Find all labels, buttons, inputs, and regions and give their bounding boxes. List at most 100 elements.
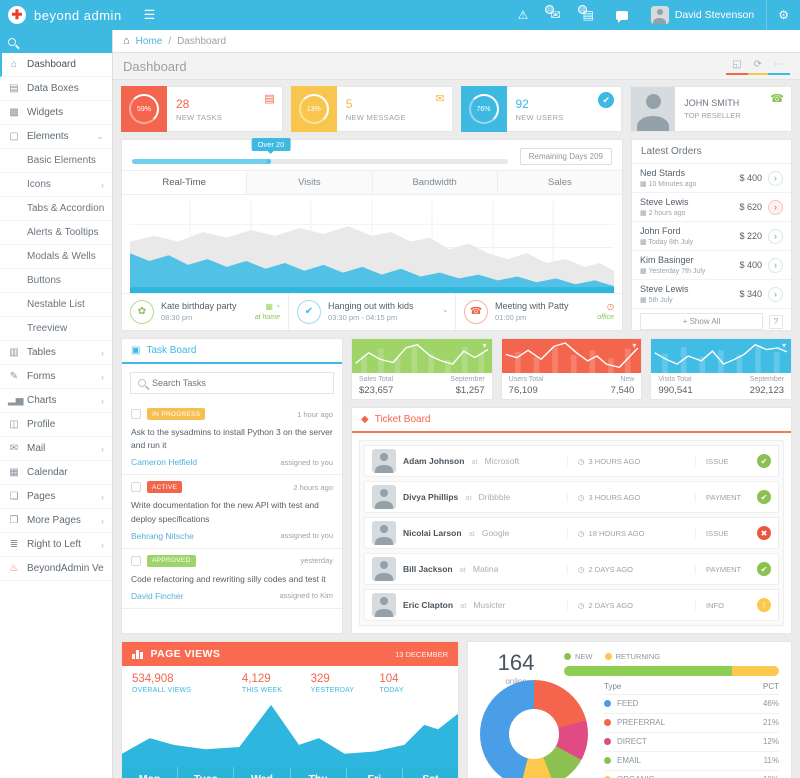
day-thu[interactable]: Thu [289,767,346,778]
ticket-avatar [372,557,396,581]
sidebar-item-right-to-left[interactable]: ≣ Right to Left › [0,533,112,557]
sidebar-item-buttons[interactable]: Buttons [0,269,112,293]
task-checkbox[interactable] [131,482,141,493]
event-kids[interactable]: ✔ Hanging out with kids 03:30 pm - 04:15 … [288,293,455,330]
order-row[interactable]: John Ford ▦ Today 8th July $ 220 › [632,222,791,251]
right-column: ▾ Sales Total $23,657 September $1,257 [351,338,793,634]
alerts-icon[interactable]: ⚠ [517,8,529,22]
breadcrumb-current: Dashboard [177,35,227,47]
event-birthday[interactable]: ✿ Kate birthday party 08:30 pm ▦ ◔ at home [122,294,288,330]
tasks-icon[interactable]: ▤ [572,0,605,30]
day-wed[interactable]: Wed [233,767,289,778]
help-button[interactable]: ? [769,314,783,329]
sidebar-item-tabs-accordions[interactable]: Tabs & Accordions [0,197,112,221]
sidebar-item-dashboard[interactable]: ⌂ Dashboard [0,53,112,77]
brand-area: ✚ beyond admin ☰ [0,6,155,24]
sidebar-item-pages[interactable]: ❏ Pages › [0,485,112,509]
check-icon: ✔ [297,299,321,324]
ticket-row[interactable]: Divya Phillips at Dribbble ◷ 3 HOURS AGO PA… [364,481,779,513]
sidebar-item-alerts-tooltips[interactable]: Alerts & Tooltips [0,221,112,245]
task-assignee-link[interactable]: David Fincher [131,590,184,601]
order-detail-button[interactable]: › [768,257,783,273]
card-menu-icon[interactable]: ▾ [782,341,787,350]
sidebar-item-more-pages[interactable]: ❐ More Pages › [0,509,112,533]
stat-card-top-reseller[interactable]: JOHN SMITH TOP RESELLER ☎ [630,86,792,132]
ticket-row[interactable]: Nicolai Larson at Google ◷ 18 HOURS AGO ISS… [364,517,779,549]
day-tues[interactable]: Tues [177,767,233,778]
task-search[interactable] [130,372,334,394]
show-all-button[interactable]: + Show All [640,313,763,330]
breadcrumb-home-link[interactable]: Home [135,35,163,47]
sidebar-item-calendar[interactable]: ▦ Calendar [0,461,112,485]
sidebar-search[interactable] [0,30,112,53]
task-assignee-link[interactable]: Behrang Nitsche [131,530,194,541]
order-detail-button[interactable]: › [768,228,783,244]
event-meeting[interactable]: ☎ Meeting with Patty 01:00 pm ◷ office [455,293,622,330]
chat-bubble-icon [615,10,628,23]
sidebar-item-mail[interactable]: ✉ Mail › [0,437,112,461]
order-detail-button[interactable]: › [768,286,783,302]
sidebar-item-modals-wells[interactable]: Modals & Wells [0,245,112,269]
day-sat[interactable]: Sat [401,767,458,778]
ticket-avatar [372,485,396,509]
sidebar-item-tables[interactable]: ▥ Tables › [0,341,112,365]
tab-sales[interactable]: Sales [496,170,622,194]
sidebar-item-profile[interactable]: ◫ Profile [0,413,112,437]
task-checkbox[interactable] [131,555,141,566]
users-total-card[interactable]: ▾ Users Total 76,109 New 7,540 [500,338,643,400]
order-row[interactable]: Kim Basinger ▦ Yesterday 7th July $ 400 › [632,251,791,280]
sidebar-item-beyondadmin-versions[interactable]: ♨BeyondAdmin Versions [0,557,112,581]
brand-name[interactable]: beyond admin [34,7,122,23]
task-item[interactable]: IN PROGRESS 1 hour ago Ask to the sysadmi… [122,402,342,476]
range-slider[interactable]: Over 20 [132,137,508,164]
user-menu[interactable]: David Stevenson [639,6,766,24]
sidebar-item-treeview[interactable]: Treeview [0,317,112,341]
refresh-icon[interactable]: ⟳ [747,57,768,75]
stat-card-new-tasks[interactable]: 59% 28 NEW TASKS ▤ [121,86,283,132]
order-detail-button[interactable]: › [768,199,783,215]
task-search-input[interactable] [152,378,326,388]
task-item[interactable]: ACTIVE 2 hours ago Write documentation fo… [122,475,342,549]
phone-icon[interactable]: ☎ [770,93,784,105]
stat-card-new-users[interactable]: 76% 92 NEW USERS ✔ [460,86,623,132]
day-fri[interactable]: Fri [345,767,402,778]
ticket-row[interactable]: Adam Johnson at Microsoft ◷ 3 HOURS AGO ISS… [364,445,779,477]
sidebar-item-nestable-list[interactable]: Nestable List [0,293,112,317]
task-checkbox[interactable] [131,409,141,419]
sidebar-search-input[interactable] [22,36,104,47]
expand-icon[interactable]: ◱ [726,57,748,75]
sidebar-item-forms[interactable]: ✎ Forms › [0,365,112,389]
sidebar-item-basic-elements[interactable]: Basic Elements [0,149,112,173]
order-row[interactable]: Steve Lewis ▦ 5th July $ 340 › [632,280,791,309]
card-menu-icon[interactable]: ▾ [482,341,487,350]
order-row[interactable]: Steve Lewis ▦ 2 hours ago $ 620 › [632,193,791,222]
settings-gear-icon[interactable]: ⚙ [766,0,800,30]
messages-icon[interactable]: ✉ [539,0,571,30]
tab-bandwidth[interactable]: Bandwidth [371,170,497,194]
stat-label: NEW USERS [515,112,564,122]
order-row[interactable]: Ned Stards ▦ 10 Minutes ago $ 400 › [632,164,791,193]
day-mon[interactable]: Mon [122,767,177,778]
chat-icon[interactable] [605,0,639,30]
task-assignee-link[interactable]: Cameron Hetfield [131,457,198,468]
sidebar-item-data-boxes[interactable]: ▤ Data Boxes [0,77,112,101]
sales-total-card[interactable]: ▾ Sales Total $23,657 September $1,257 [351,338,493,400]
ticket-row[interactable]: Bill Jackson at Matina ◷ 2 DAYS AGO PAYMENT… [364,553,779,585]
event-note: at home [254,314,280,322]
more-options-icon[interactable]: ⋯ [768,57,790,75]
ticket-row[interactable]: Eric Clapton at Musicter ◷ 2 DAYS AGO INFO … [364,589,779,621]
task-item[interactable]: APPROVED yesterday Code refactoring and r… [122,549,342,609]
sidebar-item-widgets[interactable]: ▩ Widgets [0,101,112,125]
order-amount: $ 620 [739,202,762,212]
sidebar-item-icons[interactable]: Icons › [0,173,112,197]
sidebar-item-elements[interactable]: ▢ Elements ⌄ [0,125,112,149]
card-menu-icon[interactable]: ▾ [632,341,637,350]
sidebar-toggle-icon[interactable]: ☰ [143,7,156,22]
sidebar-item-charts[interactable]: ▂▅ Charts › [0,389,112,413]
events-strip: ✿ Kate birthday party 08:30 pm ▦ ◔ at home… [122,292,622,330]
tab-real-time[interactable]: Real-Time [122,170,247,194]
tab-visits[interactable]: Visits [246,170,372,194]
order-detail-button[interactable]: › [768,170,783,186]
stat-card-new-message[interactable]: 13% 5 NEW MESSAGE ✉ [290,86,453,132]
visits-total-card[interactable]: ▾ Visits Total 990,541 September 292,123 [650,338,793,400]
